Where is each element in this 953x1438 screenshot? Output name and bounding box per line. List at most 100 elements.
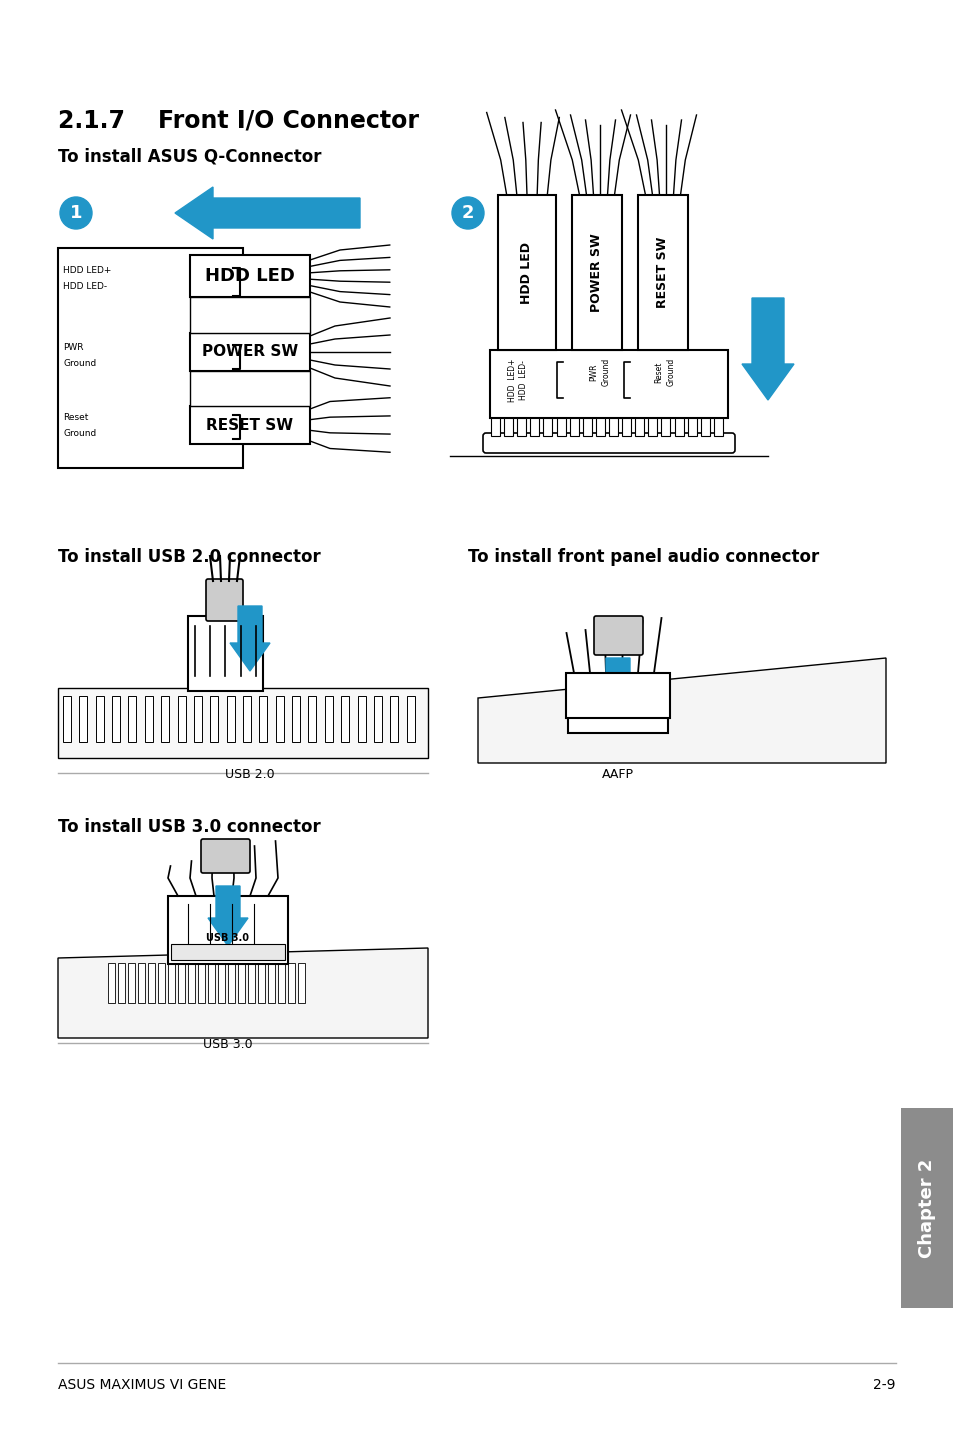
Text: 1: 1 (70, 204, 82, 221)
FancyBboxPatch shape (193, 696, 202, 742)
Polygon shape (58, 948, 428, 1038)
FancyBboxPatch shape (713, 418, 722, 436)
Text: HDD LED+: HDD LED+ (63, 266, 112, 275)
FancyBboxPatch shape (292, 696, 300, 742)
FancyBboxPatch shape (700, 418, 709, 436)
FancyBboxPatch shape (201, 838, 250, 873)
FancyBboxPatch shape (497, 196, 556, 349)
FancyBboxPatch shape (208, 963, 214, 1002)
FancyBboxPatch shape (228, 963, 234, 1002)
Polygon shape (174, 187, 359, 239)
Text: HDD LED: HDD LED (520, 242, 533, 303)
FancyBboxPatch shape (275, 696, 283, 742)
FancyBboxPatch shape (210, 696, 218, 742)
FancyBboxPatch shape (145, 696, 152, 742)
Circle shape (573, 703, 582, 713)
Text: HDD  LED+
HDD  LED-: HDD LED+ HDD LED- (507, 358, 528, 401)
FancyBboxPatch shape (530, 418, 538, 436)
FancyBboxPatch shape (168, 963, 174, 1002)
FancyBboxPatch shape (177, 696, 185, 742)
Text: Ground: Ground (63, 360, 96, 368)
Circle shape (452, 197, 483, 229)
Circle shape (606, 682, 617, 692)
FancyBboxPatch shape (674, 418, 683, 436)
FancyBboxPatch shape (218, 963, 225, 1002)
FancyBboxPatch shape (206, 580, 243, 621)
FancyBboxPatch shape (190, 371, 310, 406)
Text: USB 3.0: USB 3.0 (206, 933, 250, 943)
Text: PWR
Ground: PWR Ground (589, 358, 610, 387)
Text: To install USB 2.0 connector: To install USB 2.0 connector (58, 548, 320, 567)
FancyBboxPatch shape (268, 963, 274, 1002)
FancyBboxPatch shape (63, 696, 71, 742)
FancyBboxPatch shape (79, 696, 88, 742)
Text: Ground: Ground (63, 429, 96, 439)
Text: To install USB 3.0 connector: To install USB 3.0 connector (58, 818, 320, 835)
Polygon shape (477, 659, 885, 764)
FancyBboxPatch shape (406, 696, 415, 742)
FancyBboxPatch shape (190, 255, 310, 298)
Text: Reset: Reset (63, 413, 89, 421)
FancyBboxPatch shape (198, 963, 205, 1002)
FancyBboxPatch shape (188, 963, 194, 1002)
FancyBboxPatch shape (259, 696, 267, 742)
FancyBboxPatch shape (482, 433, 734, 453)
FancyBboxPatch shape (171, 943, 285, 961)
Text: USB 2.0: USB 2.0 (225, 768, 274, 781)
FancyBboxPatch shape (491, 418, 499, 436)
FancyBboxPatch shape (58, 247, 243, 467)
FancyBboxPatch shape (635, 418, 643, 436)
Circle shape (640, 682, 650, 692)
FancyBboxPatch shape (248, 963, 254, 1002)
FancyBboxPatch shape (596, 418, 604, 436)
Text: POWER SW: POWER SW (590, 233, 603, 312)
FancyBboxPatch shape (556, 418, 565, 436)
FancyBboxPatch shape (608, 418, 618, 436)
Text: HDD LED: HDD LED (205, 267, 294, 285)
Polygon shape (230, 605, 270, 672)
FancyBboxPatch shape (517, 418, 526, 436)
Circle shape (606, 703, 617, 713)
Text: USB 3.0: USB 3.0 (203, 1038, 253, 1051)
FancyBboxPatch shape (227, 696, 234, 742)
FancyBboxPatch shape (237, 963, 245, 1002)
Text: 2: 2 (461, 204, 474, 221)
Text: Reset
Ground: Reset Ground (654, 358, 675, 387)
Polygon shape (741, 298, 793, 400)
FancyBboxPatch shape (243, 696, 251, 742)
FancyBboxPatch shape (594, 615, 642, 654)
FancyBboxPatch shape (138, 963, 145, 1002)
FancyBboxPatch shape (490, 349, 727, 418)
FancyBboxPatch shape (543, 418, 552, 436)
Text: Chapter 2: Chapter 2 (918, 1159, 936, 1258)
Circle shape (623, 682, 634, 692)
FancyBboxPatch shape (582, 418, 591, 436)
FancyBboxPatch shape (565, 673, 669, 718)
Circle shape (573, 682, 582, 692)
FancyBboxPatch shape (112, 696, 120, 742)
Circle shape (589, 682, 599, 692)
FancyBboxPatch shape (178, 963, 185, 1002)
FancyBboxPatch shape (288, 963, 294, 1002)
FancyBboxPatch shape (129, 696, 136, 742)
Circle shape (640, 703, 650, 713)
FancyBboxPatch shape (390, 696, 397, 742)
Text: HDD LED-: HDD LED- (63, 282, 107, 290)
FancyBboxPatch shape (569, 418, 578, 436)
FancyBboxPatch shape (257, 963, 265, 1002)
FancyBboxPatch shape (648, 418, 657, 436)
Text: RESET SW: RESET SW (656, 237, 669, 308)
FancyBboxPatch shape (158, 963, 165, 1002)
Text: To install ASUS Q-Connector: To install ASUS Q-Connector (58, 148, 321, 165)
FancyBboxPatch shape (161, 696, 169, 742)
FancyBboxPatch shape (168, 896, 288, 963)
FancyBboxPatch shape (190, 406, 310, 444)
FancyBboxPatch shape (190, 298, 310, 334)
Circle shape (60, 197, 91, 229)
FancyBboxPatch shape (108, 963, 115, 1002)
Text: ASUS MAXIMUS VI GENE: ASUS MAXIMUS VI GENE (58, 1378, 226, 1392)
FancyBboxPatch shape (277, 963, 285, 1002)
Text: RESET SW: RESET SW (206, 417, 294, 433)
FancyBboxPatch shape (660, 418, 670, 436)
Text: To install front panel audio connector: To install front panel audio connector (468, 548, 819, 567)
